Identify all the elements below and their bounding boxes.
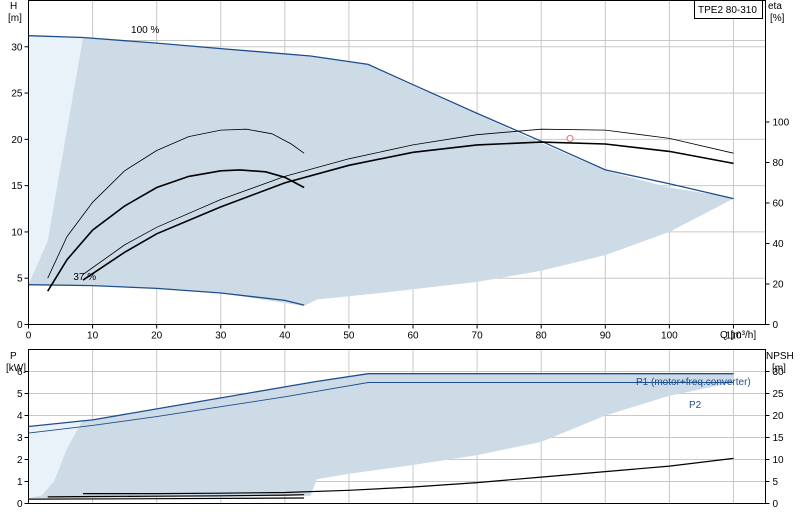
npsh-tick-label: 5 [773, 477, 779, 488]
curve-p1 [28, 373, 734, 428]
curve-npsh-base [28, 497, 305, 500]
npsh-tick-label: 10 [773, 455, 785, 466]
annotation-min-speed: 37 % [73, 272, 96, 283]
y2-tick-label: 80 [773, 158, 785, 169]
y-tick-label: 5 [17, 274, 23, 285]
x-tick-label: 60 [407, 331, 419, 342]
y2-tick-label: 0 [773, 320, 779, 331]
y-tick-label: 30 [11, 42, 23, 53]
y2-tick-label: 20 [773, 280, 785, 291]
power-region-light-fill [28, 419, 83, 498]
x-tick-label: 110 [725, 331, 741, 342]
p-tick-label: 0 [17, 499, 23, 510]
power-region-fill [28, 373, 734, 498]
duty-point-marker [566, 134, 574, 143]
y2-tick-label: 60 [773, 199, 785, 210]
npsh-tick-label: 30 [773, 367, 785, 378]
curve-npsh-small [47, 494, 305, 498]
curve-npsh-large [83, 457, 734, 495]
head-curves [28, 35, 734, 306]
npsh-tick-label: 15 [773, 433, 785, 444]
head-axis-label: H [10, 1, 17, 12]
x-tick-label: 80 [536, 331, 548, 342]
x-tick-label: 70 [472, 331, 484, 342]
curve-eta-thin-large [82, 128, 734, 275]
legend-p2: P2 [689, 400, 702, 411]
curve-eta-thick-small [47, 169, 305, 292]
operating-region-light-fill [28, 35, 83, 285]
p-tick-label: 1 [17, 477, 23, 488]
curve-eta-thin-small [47, 128, 305, 279]
y-tick-label: 0 [17, 320, 23, 331]
x-tick-label: 30 [215, 331, 227, 342]
npsh-axis-unit: [m] [772, 363, 786, 374]
p-tick-label: 5 [17, 389, 23, 400]
flow-axis-label: Q [m³/h] [720, 330, 756, 341]
eta-axis-unit: [%] [770, 13, 785, 24]
power-axis-label: P [10, 351, 17, 362]
x-tick-label: 20 [151, 331, 163, 342]
power-operating-region [28, 373, 734, 498]
eta-axis-label: eta [768, 1, 782, 12]
curve-head-max [28, 35, 734, 200]
y-tick-label: 10 [11, 227, 23, 238]
npsh-tick-label: 25 [773, 389, 785, 400]
y2-tick-label: 40 [773, 239, 785, 250]
power-curves [28, 373, 734, 500]
head-operating-region [28, 35, 734, 306]
eta-y-ticks: 0 20 40 60 80 100 [765, 118, 790, 331]
y-tick-label: 20 [11, 135, 23, 146]
p-tick-label: 3 [17, 433, 23, 444]
p-tick-label: 2 [17, 455, 23, 466]
curve-p2 [28, 382, 734, 434]
npsh-y-ticks: 0 5 10 15 20 25 30 [765, 367, 785, 510]
p-tick-label: 4 [17, 411, 23, 422]
npsh-tick-label: 0 [773, 499, 779, 510]
p-tick-label: 6 [17, 367, 23, 378]
operating-region-fill [28, 35, 734, 306]
head-y-ticks: 0 5 10 15 20 25 30 [11, 42, 29, 331]
x-tick-label: 10 [87, 331, 99, 342]
power-axis-unit: [kW] [6, 363, 26, 374]
legend-p1: P1 (motor+freq.converter) [636, 377, 751, 388]
model-title: TPE2 80-310 [698, 5, 757, 16]
x-tick-label: 0 [26, 331, 32, 342]
y-tick-label: 25 [11, 89, 23, 100]
y2-tick-label: 100 [773, 118, 790, 129]
head-x-ticks: 0 10 20 30 40 50 60 70 80 90 100 110 [26, 324, 742, 342]
x-tick-label: 40 [279, 331, 291, 342]
power-y-ticks: 0 1 2 3 4 5 6 [17, 367, 29, 510]
x-tick-label: 90 [600, 331, 612, 342]
x-tick-label: 100 [661, 331, 678, 342]
head-axis-unit: [m] [8, 13, 22, 24]
curve-eta-thick-large [82, 141, 734, 281]
y-tick-label: 15 [11, 181, 23, 192]
power-chart-frame [28, 349, 766, 504]
annotation-max-speed: 100 % [131, 25, 159, 36]
npsh-axis-label: NPSH [766, 351, 794, 362]
model-title-box [694, 0, 763, 19]
curve-head-min [28, 284, 305, 306]
npsh-tick-label: 20 [773, 411, 785, 422]
x-tick-label: 50 [343, 331, 355, 342]
